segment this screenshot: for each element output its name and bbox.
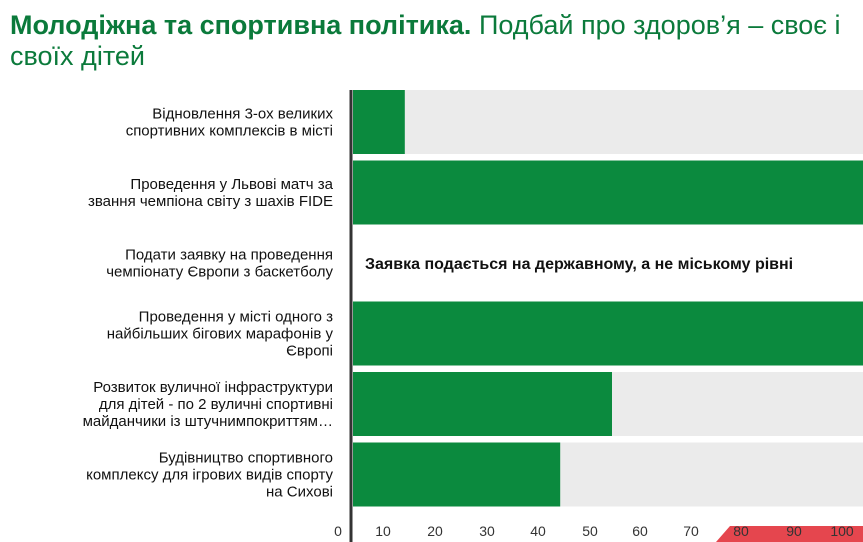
category-label-line: комплексу для ігрових видів спорту: [86, 467, 333, 484]
bar: [353, 90, 405, 154]
bar: [353, 442, 561, 507]
bar: [353, 372, 612, 436]
bar: [353, 301, 863, 366]
x-tick-label: 70: [683, 523, 699, 539]
category-label: Розвиток вуличної інфраструктури для діте…: [83, 379, 333, 430]
category-label-line: для дітей - по 2 вуличні спортивні: [99, 396, 333, 413]
category-label-line: Проведення у Львові матч за: [130, 176, 333, 193]
category-label-line: Розвиток вуличної інфраструктури: [93, 379, 333, 396]
x-tick-label: 90: [786, 523, 802, 539]
bar: [353, 160, 863, 225]
category-label: Проведення у Львові матч за звання чемпіо…: [88, 176, 334, 210]
title-bold: Молодіжна та спортивна політика.: [10, 10, 472, 40]
x-tick-label: 10: [375, 523, 391, 539]
x-tick-label: 80: [733, 523, 749, 539]
category-label-line: Будівництво спортивного: [159, 450, 333, 467]
category-label: Відновлення 3-ох великих спортивних компл…: [126, 106, 334, 140]
category-label-line: на Сихові: [266, 484, 333, 501]
x-tick-label: 20: [427, 523, 443, 539]
category-label-line: Подати заявку на проведення: [125, 247, 333, 264]
category-label-line: Проведення у місті одного з: [139, 309, 333, 326]
category-label: Подати заявку на проведення чемпіонату Єв…: [106, 247, 333, 281]
category-label: Будівництво спортивного комплексу для ігр…: [86, 450, 333, 501]
annotation-text: Заявка подається на державному, а не міс…: [365, 256, 793, 273]
page-title: Молодіжна та спортивна політика. Подбай …: [10, 10, 860, 72]
category-label-line: найбільших бігових марафонів у: [107, 326, 334, 343]
bar-track: [353, 90, 863, 154]
x-tick-label: 0: [334, 523, 342, 539]
x-tick-label: 50: [582, 523, 598, 539]
x-tick-label: 30: [479, 523, 495, 539]
x-tick-label: 60: [632, 523, 648, 539]
category-label-line: спортивних комплексів в місті: [126, 123, 333, 140]
x-tick-label: 100: [830, 523, 854, 539]
accent-mark: [716, 526, 863, 542]
x-tick-label: 40: [530, 523, 546, 539]
category-label-line: майданчики із штучнимпокриттям…: [83, 413, 333, 430]
title-rest: Подбай про здоров’я – своє і своїх дітей: [10, 10, 841, 71]
category-label-line: Відновлення 3-ох великих: [152, 106, 333, 123]
category-label: Проведення у місті одного з найбільших бі…: [107, 309, 334, 360]
category-label-line: чемпіонату Європи з баскетболу: [106, 264, 333, 281]
category-label-line: Європі: [286, 343, 333, 360]
category-label-line: звання чемпіона світу з шахів FIDE: [88, 193, 333, 210]
